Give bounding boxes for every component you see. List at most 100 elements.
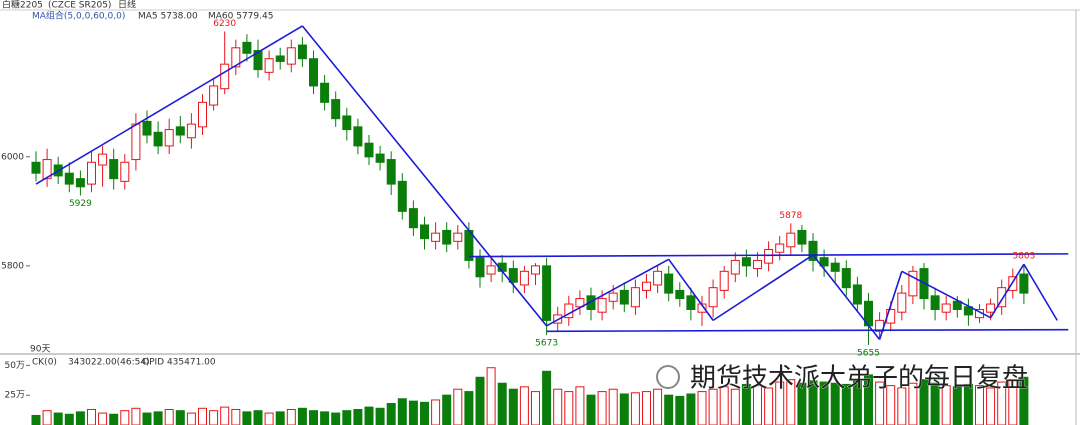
candle-body bbox=[264, 58, 274, 73]
candle-body bbox=[442, 229, 452, 245]
candle-body bbox=[275, 55, 285, 62]
volume-bar bbox=[586, 394, 596, 425]
volume-bar bbox=[253, 410, 263, 425]
volume-bar bbox=[431, 399, 441, 425]
candle-body bbox=[797, 229, 807, 245]
trend-line bbox=[668, 258, 714, 321]
low-label: 5673 bbox=[535, 339, 558, 349]
candle-body bbox=[131, 123, 141, 161]
trend-line bbox=[712, 254, 814, 322]
volume-bar bbox=[531, 391, 540, 425]
volume-bar bbox=[963, 383, 973, 425]
volume-bar bbox=[553, 388, 563, 425]
trend-line bbox=[878, 271, 903, 340]
volume-bar bbox=[75, 411, 85, 425]
candle-body bbox=[930, 295, 940, 310]
candle-body bbox=[653, 270, 663, 286]
candle-body bbox=[331, 99, 341, 120]
indicator: MA5 5738.00 bbox=[138, 12, 198, 22]
candle-body bbox=[109, 159, 119, 180]
high-label: 5878 bbox=[779, 211, 802, 221]
candle-body bbox=[519, 270, 529, 286]
volume-bar bbox=[342, 410, 352, 425]
volume-bar bbox=[508, 388, 518, 425]
candle-body bbox=[775, 243, 785, 253]
volume-bar bbox=[730, 388, 740, 425]
volume-bar bbox=[53, 412, 63, 425]
candle-body bbox=[708, 287, 718, 308]
volume-bar bbox=[630, 392, 640, 425]
volume-bar bbox=[98, 412, 108, 425]
volume-bar bbox=[31, 414, 41, 425]
candle-body bbox=[586, 295, 596, 310]
candle-body bbox=[453, 232, 463, 242]
volume-indicator: CK(0) bbox=[32, 358, 57, 368]
candle-body bbox=[664, 273, 674, 294]
watermark-icon bbox=[656, 365, 680, 389]
volume-bar bbox=[109, 413, 119, 425]
candle-body bbox=[608, 292, 618, 302]
candle-body bbox=[220, 63, 230, 90]
volume-bar bbox=[608, 388, 618, 425]
candle-body bbox=[719, 270, 729, 291]
candle-body bbox=[64, 172, 74, 185]
volume-bar bbox=[475, 376, 485, 425]
trend-line bbox=[468, 253, 1069, 258]
volume-bar bbox=[819, 381, 829, 425]
volume-bar bbox=[175, 410, 185, 425]
period: 日线 bbox=[118, 0, 136, 11]
candle-body bbox=[153, 131, 163, 147]
volume-bar bbox=[941, 385, 951, 425]
trend-line bbox=[812, 254, 881, 340]
candle-body bbox=[164, 129, 174, 147]
low-label: 5655 bbox=[857, 348, 880, 358]
watermark: 期货技术派大弟子的每日复盘 bbox=[690, 364, 1028, 394]
volume-bar bbox=[453, 388, 463, 425]
candle-body bbox=[1019, 273, 1029, 294]
volume-bar bbox=[408, 400, 418, 425]
volume-bar bbox=[364, 406, 374, 425]
volume-bar bbox=[808, 380, 818, 425]
candle-body bbox=[242, 41, 252, 54]
volume-bar bbox=[708, 388, 718, 425]
candle-body bbox=[98, 153, 108, 166]
volume-bar bbox=[397, 398, 407, 425]
volume-bar bbox=[87, 408, 96, 425]
contract: (CZCE SR205) bbox=[48, 1, 111, 11]
volume-bar bbox=[375, 407, 385, 425]
volume-bar bbox=[664, 394, 674, 425]
candle-body bbox=[841, 268, 851, 289]
candle-body bbox=[630, 287, 640, 308]
volume-bar bbox=[686, 393, 696, 425]
volume-bar bbox=[841, 383, 851, 425]
candle-body bbox=[286, 47, 296, 65]
candle-body bbox=[997, 287, 1007, 308]
volume-bar bbox=[420, 401, 429, 425]
candle-body bbox=[897, 292, 907, 313]
volume-indicator: 343022.00(46:54) bbox=[68, 358, 150, 368]
volume-indicator: OPID 435471.00 bbox=[142, 358, 216, 368]
volume-bar bbox=[986, 387, 996, 425]
volume-bar bbox=[120, 410, 130, 425]
y-tick-label: 5800 bbox=[1, 261, 24, 271]
volume-bar bbox=[497, 382, 507, 425]
candle-body bbox=[642, 281, 651, 291]
volume-bar bbox=[519, 386, 529, 425]
volume-bar bbox=[442, 394, 452, 425]
volume-bar bbox=[486, 367, 496, 425]
candle-body bbox=[830, 262, 840, 272]
volume-bar bbox=[897, 387, 907, 425]
trend-line bbox=[35, 25, 303, 185]
volume-bar bbox=[642, 391, 651, 425]
volume-bar bbox=[353, 408, 363, 425]
candle-body bbox=[531, 265, 540, 275]
volume-bar bbox=[875, 381, 885, 425]
candle-body bbox=[87, 161, 96, 185]
candle-body bbox=[675, 289, 685, 300]
candle-body bbox=[253, 50, 263, 71]
y-tick-label: 50万 bbox=[5, 361, 25, 371]
candle-body bbox=[508, 268, 518, 283]
volume-bar bbox=[753, 385, 762, 425]
trend-line bbox=[1023, 263, 1058, 321]
volume-bar bbox=[1019, 376, 1029, 425]
